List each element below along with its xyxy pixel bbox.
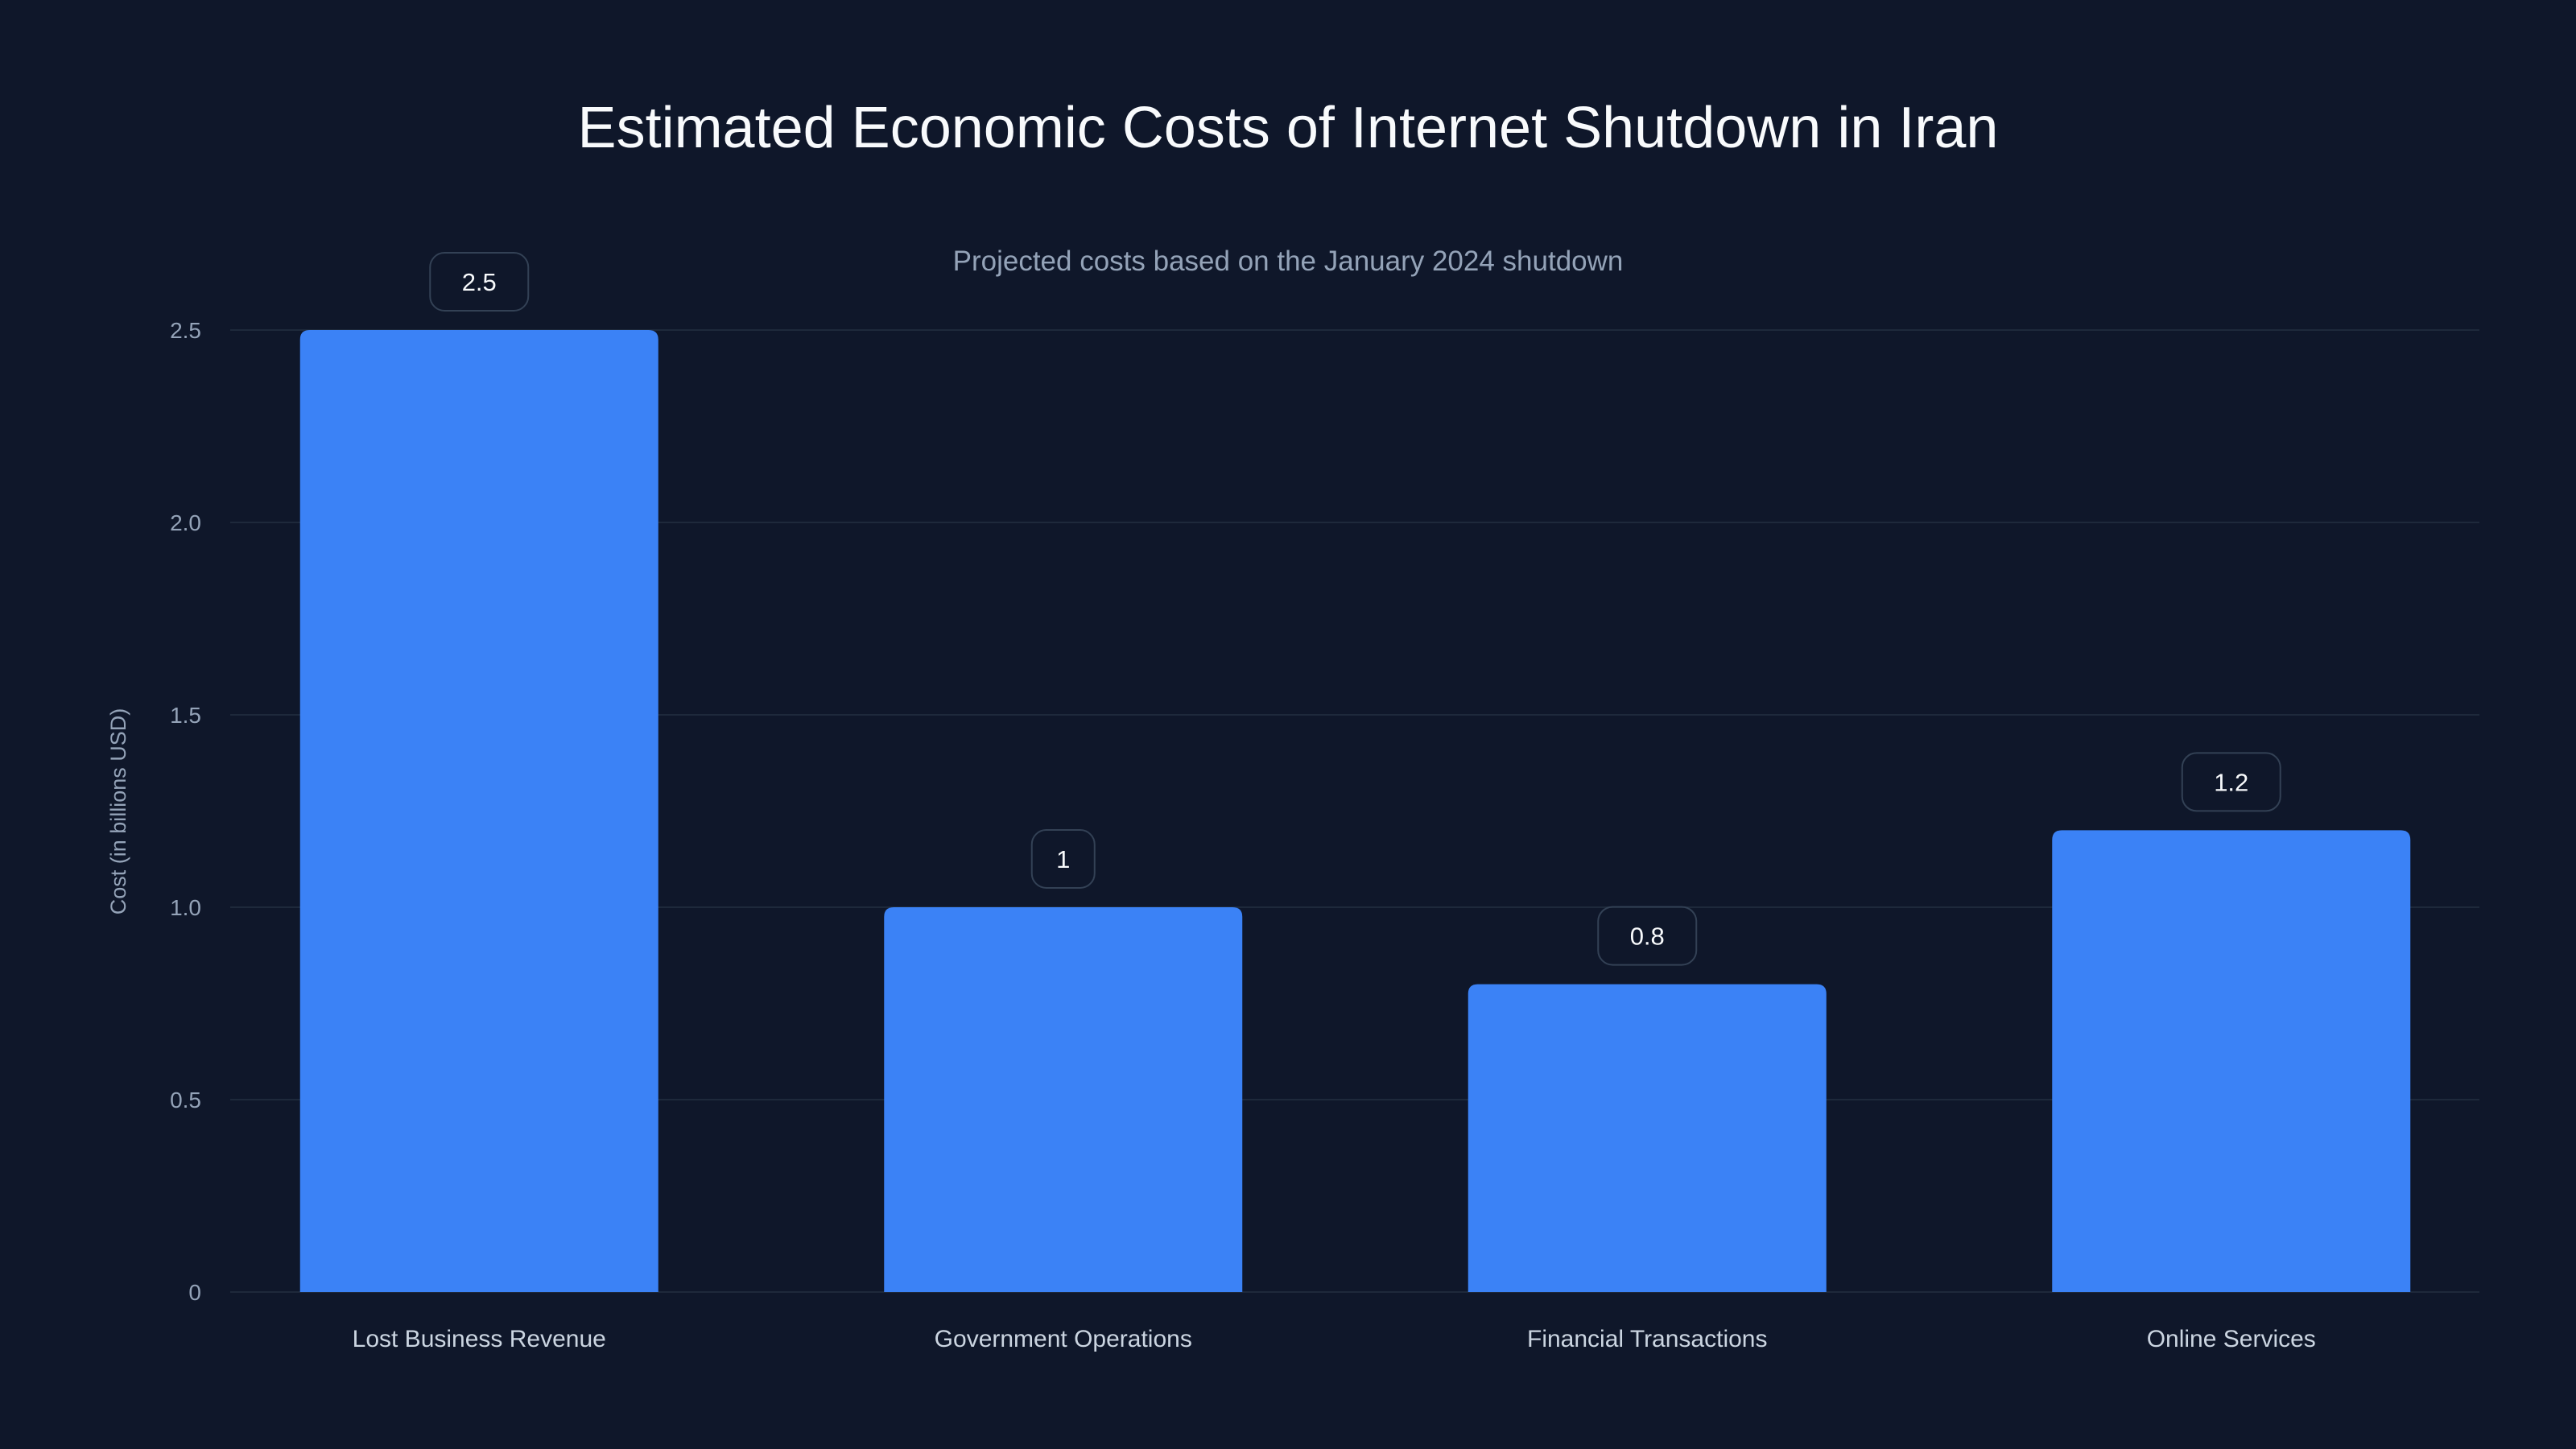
- data-label-box: [429, 252, 530, 312]
- data-label-box: [1597, 906, 1698, 966]
- x-tick-label: Lost Business Revenue: [353, 1326, 606, 1352]
- bar: [1468, 984, 1827, 1292]
- y-tick-label: 0.5: [170, 1088, 201, 1113]
- x-tick-label: Online Services: [2147, 1326, 2316, 1352]
- y-tick-label: 2.5: [170, 318, 201, 343]
- data-label: 1: [1056, 845, 1070, 873]
- data-label: 1.2: [2214, 768, 2248, 796]
- y-tick-label: 0: [188, 1280, 201, 1305]
- x-tick-label: Financial Transactions: [1527, 1326, 1767, 1352]
- y-tick-label: 2.0: [170, 510, 201, 535]
- y-tick-label: 1.0: [170, 895, 201, 920]
- chart-title: Estimated Economic Costs of Internet Shu…: [577, 96, 1999, 160]
- data-label-box: [1030, 829, 1096, 889]
- data-label: 0.8: [1630, 923, 1665, 951]
- y-tick-label: 1.5: [170, 703, 201, 728]
- bar: [884, 907, 1243, 1292]
- x-tick-label: Government Operations: [935, 1326, 1192, 1352]
- y-axis-label: Cost (in billions USD): [106, 708, 130, 915]
- bar: [299, 330, 658, 1292]
- data-label-box: [2181, 752, 2281, 812]
- chart-subtitle: Projected costs based on the January 202…: [952, 246, 1624, 277]
- data-label: 2.5: [462, 268, 497, 296]
- bar: [2052, 830, 2411, 1292]
